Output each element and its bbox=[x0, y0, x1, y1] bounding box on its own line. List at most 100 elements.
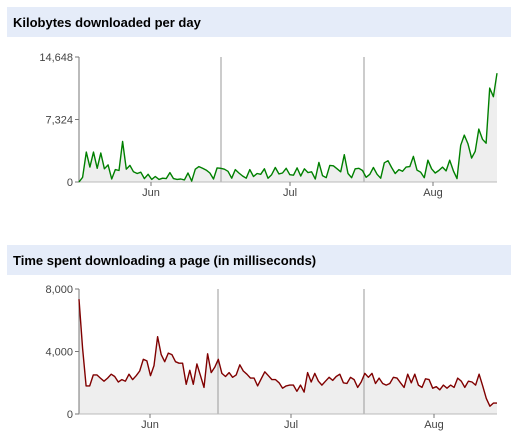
data-point bbox=[282, 172, 283, 173]
data-point bbox=[482, 385, 483, 386]
data-point bbox=[100, 152, 101, 153]
data-point bbox=[195, 169, 196, 170]
data-point bbox=[104, 168, 105, 169]
data-point bbox=[137, 173, 138, 174]
data-point bbox=[467, 143, 468, 144]
data-point bbox=[203, 387, 204, 388]
data-point bbox=[271, 174, 272, 175]
series-area bbox=[79, 73, 497, 182]
data-point bbox=[164, 361, 165, 362]
data-point bbox=[257, 385, 258, 386]
data-point bbox=[293, 175, 294, 176]
data-point bbox=[148, 174, 149, 175]
data-point bbox=[361, 381, 362, 382]
data-point bbox=[107, 378, 108, 379]
data-point bbox=[438, 170, 439, 171]
data-point bbox=[246, 374, 247, 375]
data-point bbox=[414, 374, 415, 375]
data-point bbox=[380, 178, 381, 179]
data-point bbox=[279, 382, 280, 383]
data-point bbox=[315, 178, 316, 179]
data-point bbox=[429, 379, 430, 380]
data-point bbox=[260, 174, 261, 175]
data-point bbox=[86, 385, 87, 386]
data-point bbox=[173, 178, 174, 179]
data-point bbox=[496, 73, 497, 74]
data-point bbox=[496, 403, 497, 404]
data-point bbox=[133, 171, 134, 172]
data-point bbox=[232, 377, 233, 378]
data-point bbox=[402, 171, 403, 172]
data-point bbox=[416, 170, 417, 171]
data-point bbox=[253, 176, 254, 177]
data-point bbox=[357, 387, 358, 388]
data-point bbox=[115, 169, 116, 170]
data-point bbox=[386, 385, 387, 386]
data-point bbox=[404, 387, 405, 388]
data-point bbox=[340, 171, 341, 172]
data-point bbox=[339, 374, 340, 375]
data-point bbox=[343, 382, 344, 383]
data-point bbox=[350, 377, 351, 378]
kilobytes-chart: 14,648 7,324 0 Jun Jul Aug bbox=[39, 52, 498, 199]
data-point bbox=[304, 168, 305, 169]
y-tick-label: 14,648 bbox=[39, 52, 73, 64]
data-point bbox=[111, 374, 112, 375]
data-point bbox=[460, 145, 461, 146]
data-point bbox=[206, 170, 207, 171]
data-point bbox=[175, 361, 176, 362]
x-tick-label: Jul bbox=[283, 187, 297, 199]
data-point bbox=[114, 376, 115, 377]
data-point bbox=[475, 151, 476, 152]
data-point bbox=[325, 381, 326, 382]
data-point bbox=[336, 376, 337, 377]
data-point bbox=[286, 168, 287, 169]
data-point bbox=[411, 382, 412, 383]
data-point bbox=[407, 374, 408, 375]
data-point bbox=[391, 167, 392, 168]
data-point bbox=[471, 158, 472, 159]
data-point bbox=[111, 178, 112, 179]
data-point bbox=[373, 167, 374, 168]
data-point bbox=[128, 374, 129, 375]
data-point bbox=[246, 178, 247, 179]
data-point bbox=[377, 174, 378, 175]
data-point bbox=[235, 169, 236, 170]
data-point bbox=[479, 374, 480, 375]
data-point bbox=[242, 175, 243, 176]
data-point bbox=[264, 371, 265, 372]
data-point bbox=[236, 374, 237, 375]
data-point bbox=[264, 168, 265, 169]
data-point bbox=[97, 168, 98, 169]
y-tick-label: 8,000 bbox=[45, 284, 73, 296]
data-point bbox=[158, 179, 159, 180]
data-point bbox=[351, 177, 352, 178]
data-point bbox=[78, 299, 79, 300]
data-point bbox=[457, 378, 458, 379]
data-point bbox=[425, 378, 426, 379]
data-point bbox=[100, 378, 101, 379]
series-area bbox=[79, 299, 497, 414]
data-point bbox=[108, 164, 109, 165]
data-point bbox=[453, 170, 454, 171]
data-point bbox=[421, 387, 422, 388]
data-point bbox=[257, 173, 258, 174]
data-point bbox=[333, 165, 334, 166]
data-point bbox=[427, 160, 428, 161]
data-point bbox=[364, 373, 365, 374]
data-point bbox=[189, 370, 190, 371]
data-point bbox=[449, 160, 450, 161]
data-point bbox=[93, 152, 94, 153]
data-point bbox=[78, 181, 79, 182]
data-point bbox=[354, 379, 355, 380]
data-point bbox=[400, 382, 401, 383]
data-point bbox=[431, 168, 432, 169]
data-point bbox=[307, 172, 308, 173]
data-point bbox=[217, 167, 218, 168]
kilobytes-chart-panel: Kilobytes downloaded per day 14,648 7,324… bbox=[0, 0, 511, 205]
data-point bbox=[268, 375, 269, 376]
y-tick-label: 7,324 bbox=[45, 115, 73, 127]
data-point bbox=[239, 364, 240, 365]
data-point bbox=[362, 170, 363, 171]
data-point bbox=[271, 379, 272, 380]
